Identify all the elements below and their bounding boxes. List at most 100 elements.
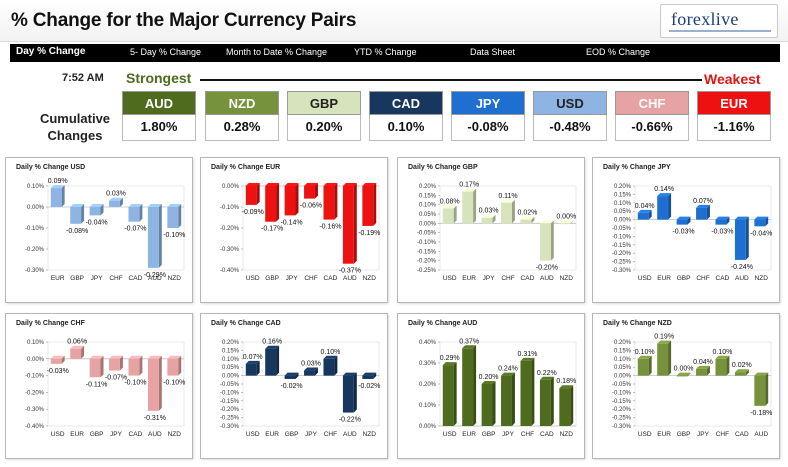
data-label: 0.04% — [693, 359, 713, 366]
y-tick-label: 0.20% — [222, 340, 240, 346]
y-tick-label: 0.05% — [614, 209, 632, 215]
y-tick-label: -0.25% — [612, 260, 632, 266]
y-tick-label: -0.10% — [417, 240, 437, 246]
x-tick-label: GBP — [285, 431, 299, 438]
cumulative-label-line1: Cumulative — [39, 111, 111, 126]
x-tick-label: USD — [443, 431, 457, 438]
x-tick-label: GBP — [677, 275, 691, 282]
tile-value: 0.28% — [205, 115, 279, 141]
bar-jpy — [304, 367, 318, 376]
bar-eur — [462, 345, 477, 426]
x-tick-label: GBP — [482, 431, 496, 438]
bar-aud — [147, 204, 162, 268]
data-label: -0.03% — [672, 229, 694, 236]
logo-text-right: live — [710, 9, 739, 29]
tile-currency: GBP — [287, 91, 361, 115]
strength-range-line — [200, 79, 702, 81]
tile-currency: JPY — [451, 91, 525, 115]
data-label: 0.07% — [693, 198, 713, 205]
data-label: 0.19% — [654, 334, 674, 341]
x-tick-label: CAD — [129, 431, 143, 438]
bar-usd — [637, 355, 652, 376]
x-tick-label: JPY — [286, 275, 299, 282]
y-tick-label: -0.05% — [612, 382, 632, 388]
bar-usd — [50, 355, 65, 364]
tab-eod-change[interactable]: EOD % Change — [586, 47, 651, 57]
data-label: -0.16% — [319, 224, 341, 231]
forexlive-logo[interactable]: forexlive — [660, 4, 778, 38]
data-label: 0.02% — [732, 362, 752, 369]
x-tick-label: CAD — [521, 275, 535, 282]
bar-aud — [754, 372, 769, 406]
y-tick-label: 0.00% — [614, 374, 632, 380]
data-label: 0.24% — [498, 366, 518, 373]
y-tick-label: 0.20% — [419, 382, 437, 388]
bar-nzd — [559, 220, 574, 225]
x-tick-label: GBP — [677, 431, 691, 438]
data-label: 0.16% — [262, 339, 282, 346]
y-tick-label: -0.30% — [612, 424, 632, 430]
tab-day-change[interactable]: Day % Change — [16, 46, 86, 57]
bar-usd — [442, 362, 457, 426]
tab-data-sheet[interactable]: Data Sheet — [470, 47, 516, 57]
x-tick-label: CHF — [109, 275, 122, 282]
bar-cad — [734, 369, 749, 376]
bar-jpy — [89, 204, 104, 216]
x-tick-label: GBP — [70, 275, 84, 282]
tab-ytd-change[interactable]: YTD % Change — [354, 47, 417, 57]
x-tick-label: EUR — [265, 431, 279, 438]
data-label: -0.04% — [85, 219, 107, 226]
data-label: -0.04% — [750, 230, 772, 237]
data-label: -0.37% — [339, 268, 361, 275]
data-label: -0.09% — [242, 209, 264, 216]
y-tick-label: -0.20% — [417, 259, 437, 265]
tile-aud: AUD 1.80% — [122, 91, 196, 141]
y-tick-label: 0.20% — [614, 340, 632, 346]
tab-5-day-change[interactable]: 5- Day % Change — [130, 47, 202, 57]
y-tick-label: 0.15% — [419, 193, 437, 199]
y-tick-label: -0.20% — [25, 390, 45, 396]
bar-eur — [265, 345, 280, 376]
y-tick-label: 0.10% — [614, 201, 632, 207]
y-tick-label: -0.30% — [220, 247, 240, 253]
bar-chart: 0.20% 0.15% 0.10% 0.05% 0.00% -0.05% -0.10% -0.… — [417, 182, 577, 282]
y-tick-label: 0.00% — [27, 205, 45, 211]
chart-title: Daily % Change AUD — [408, 320, 478, 327]
y-tick-label: 0.00% — [27, 357, 45, 363]
bar-gbp — [284, 372, 299, 379]
x-tick-label: EUR — [657, 431, 671, 438]
y-tick-label: -0.15% — [612, 399, 632, 405]
x-tick-label: NZD — [560, 275, 574, 282]
time-stamp: 7:52 AM — [62, 72, 104, 84]
bar-usd — [637, 209, 652, 220]
tile-currency: AUD — [122, 91, 196, 115]
y-tick-label: -0.25% — [220, 416, 240, 422]
data-label: -0.02% — [358, 383, 380, 390]
data-label: 0.03% — [106, 191, 126, 198]
bar-chart: 0.40% 0.30% 0.20% 0.10% 0.00% 0.29% USD 0.37% EU… — [419, 338, 577, 438]
tile-value: 0.10% — [369, 115, 443, 141]
chart-panel-usd: Daily % Change USD 0.10% 0.00% -0.10% -0.20%… — [5, 157, 193, 303]
x-tick-label: CHF — [324, 431, 337, 438]
data-label: 0.00% — [674, 366, 694, 373]
x-tick-label: CAD — [129, 275, 143, 282]
bar-nzd — [559, 385, 574, 426]
y-tick-label: -0.10% — [220, 390, 240, 396]
bar-gbp — [676, 216, 691, 225]
y-tick-label: -0.10% — [220, 205, 240, 211]
x-tick-label: AUD — [735, 275, 749, 282]
y-tick-label: -0.30% — [25, 407, 45, 413]
data-label: -0.03% — [47, 368, 69, 375]
chart-title: Daily % Change EUR — [211, 164, 281, 171]
bar-gbp — [676, 372, 691, 377]
y-tick-label: -0.05% — [417, 231, 437, 237]
bar-cad — [128, 204, 143, 222]
data-label: 0.37% — [459, 338, 479, 345]
y-tick-label: 0.00% — [222, 374, 240, 380]
chart-panel-chf: Daily % Change CHF 0.10% 0.00% -0.10% -0.20%… — [5, 313, 193, 459]
bar-chf — [715, 355, 730, 376]
tab-month-to-date-change[interactable]: Month to Date % Change — [226, 47, 328, 57]
y-tick-label: -0.20% — [612, 407, 632, 413]
bar-chart: 0.20% 0.15% 0.10% 0.05% 0.00% -0.05% -0.10% -0.… — [612, 184, 772, 282]
cumulative-label-line2: Changes — [47, 128, 103, 143]
